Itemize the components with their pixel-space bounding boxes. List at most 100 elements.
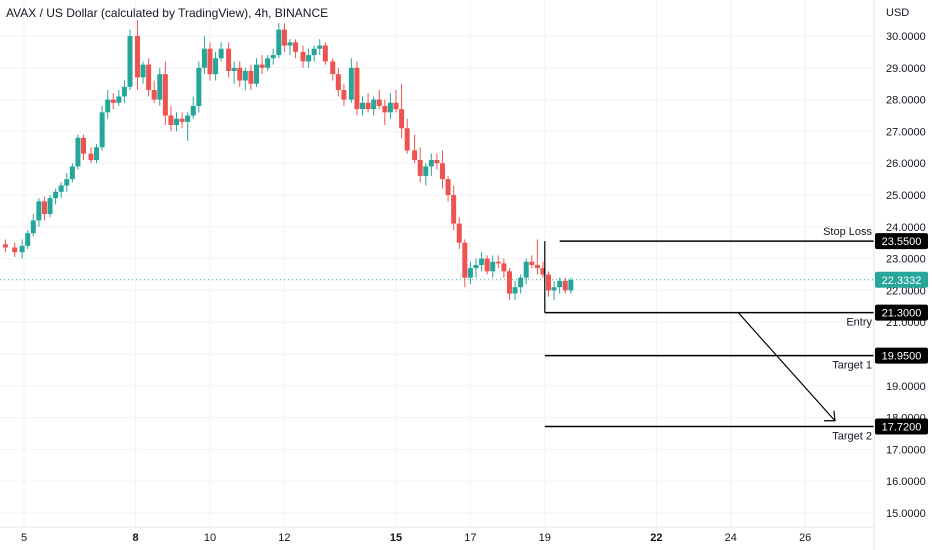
candle-down	[151, 80, 157, 103]
candle-down	[2, 239, 8, 253]
candle-body	[428, 160, 434, 167]
candle-body	[41, 201, 47, 215]
candle-down	[376, 90, 382, 110]
candle-up	[254, 58, 259, 87]
candle-body	[306, 55, 312, 62]
candle-up	[218, 42, 224, 62]
candle-body	[242, 70, 248, 81]
candle-body	[30, 220, 36, 234]
candle-down	[226, 42, 232, 78]
candle-body	[434, 160, 440, 164]
candle-up	[479, 252, 485, 272]
currency-label: USD	[886, 7, 909, 19]
candle-down	[393, 90, 399, 113]
candle-body	[58, 185, 64, 192]
candle-up	[140, 61, 146, 84]
candle-body	[140, 64, 146, 78]
candle-down	[440, 150, 445, 189]
candle-body	[495, 261, 501, 264]
level-badge	[875, 304, 928, 321]
candle-body	[354, 67, 360, 110]
candle-body	[248, 70, 254, 84]
candle-down	[162, 61, 168, 126]
candle-series[interactable]	[2, 20, 574, 300]
candle-body	[174, 118, 180, 126]
candle-up	[371, 96, 377, 116]
candle-up	[311, 45, 317, 62]
candle-up	[157, 67, 163, 106]
candle-down	[434, 153, 440, 170]
candle-down	[179, 112, 185, 129]
candle-down	[146, 58, 152, 97]
candle-body	[110, 99, 116, 103]
candle-body	[287, 42, 293, 46]
candle-body	[151, 90, 157, 100]
candle-body	[207, 48, 213, 75]
candle-up	[30, 214, 36, 237]
candle-body	[179, 118, 185, 122]
candle-up	[423, 163, 429, 186]
candle-body	[387, 102, 393, 113]
candle-body	[534, 264, 540, 269]
candle-up	[201, 36, 207, 75]
candle-body	[281, 29, 287, 46]
x-tick-label: 8	[133, 532, 139, 544]
candle-down	[506, 268, 512, 300]
y-tick-label: 26.0000	[886, 158, 926, 170]
candle-body	[19, 245, 25, 253]
x-tick-label: 10	[204, 532, 216, 544]
candle-down	[110, 93, 116, 110]
level-badge-label: 17.7200	[882, 422, 922, 434]
candle-body	[404, 128, 410, 151]
candle-down	[88, 147, 94, 164]
x-tick-label: 22	[650, 532, 662, 544]
level-caption: Target 1	[832, 360, 872, 372]
candle-body	[490, 261, 496, 272]
candle-body	[551, 287, 557, 291]
candle-up	[270, 48, 276, 65]
candle-up	[467, 261, 473, 285]
candle-up	[36, 198, 42, 227]
current-price-badge	[875, 271, 928, 288]
trade-levels[interactable]: Stop Loss Entry Target 1 Target 2	[544, 226, 874, 443]
time-axis[interactable]: 5 8 10 12 15 17 19 22 24 26	[21, 532, 811, 544]
candle-body	[317, 45, 323, 49]
candle-body	[162, 74, 168, 116]
x-tick-label: 19	[539, 532, 551, 544]
candle-body	[105, 99, 111, 113]
candle-up	[47, 195, 53, 218]
candle-down	[281, 23, 287, 52]
candle-down	[412, 134, 418, 164]
candle-body	[440, 163, 445, 180]
candle-body	[265, 58, 271, 68]
candle-up	[428, 153, 434, 176]
price-axis[interactable]: USD 30.0000 29.0000 28.0000 27.0000 26.0000 2…	[875, 7, 928, 520]
candle-body	[300, 51, 306, 62]
x-tick-label: 15	[390, 532, 402, 544]
candle-body	[185, 115, 191, 122]
candle-up	[473, 258, 479, 278]
candle-body	[226, 48, 232, 71]
candle-body	[399, 109, 405, 129]
candle-up	[75, 134, 81, 170]
candle-body	[12, 247, 18, 253]
candle-up	[196, 61, 202, 113]
x-tick-label: 26	[799, 532, 811, 544]
candle-up	[105, 90, 111, 119]
candle-up	[306, 48, 312, 68]
candle-body	[75, 137, 81, 167]
candle-body	[94, 147, 100, 161]
candle-body	[134, 36, 140, 78]
candle-up	[58, 182, 64, 199]
candle-up	[523, 258, 529, 285]
candle-down	[207, 42, 213, 81]
level-badge	[875, 233, 928, 250]
candle-down	[335, 67, 341, 97]
candle-down	[484, 255, 490, 275]
candle-body	[2, 244, 8, 248]
candle-body	[146, 64, 152, 91]
candle-down	[404, 118, 410, 154]
candle-down	[451, 185, 457, 230]
y-tick-label: 15.0000	[886, 508, 926, 520]
